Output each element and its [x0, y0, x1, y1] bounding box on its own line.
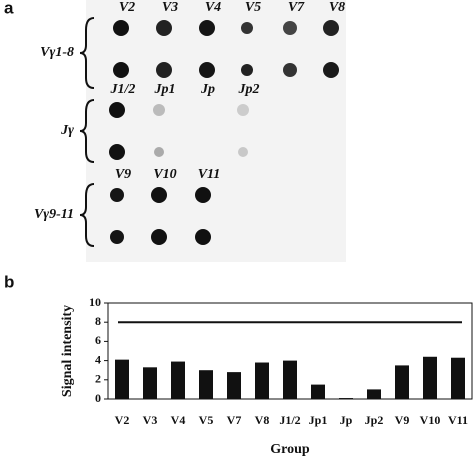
bar: [255, 362, 269, 399]
x-tick-label: V8: [255, 413, 270, 427]
x-tick-label: Jp2: [365, 413, 384, 427]
bar: [339, 398, 353, 399]
blot-dot: [199, 20, 215, 36]
x-tick-label: V4: [171, 413, 186, 427]
blot-dot: [154, 147, 164, 157]
blot-dot: [241, 22, 253, 34]
x-tick-label: V7: [227, 413, 242, 427]
y-tick-label: 6: [95, 333, 101, 347]
blot-dot: [323, 62, 339, 78]
blot-dot: [283, 21, 297, 35]
brace: [79, 17, 95, 89]
bar: [143, 367, 157, 399]
y-tick-label: 4: [95, 352, 101, 366]
blot-dot: [195, 229, 211, 245]
bar: [367, 389, 381, 399]
bar: [283, 360, 297, 399]
blot-dot: [110, 230, 124, 244]
blot-dot: [238, 147, 248, 157]
bar: [423, 356, 437, 399]
blot-dot: [156, 62, 172, 78]
x-tick-label: V2: [115, 413, 130, 427]
bar: [311, 384, 325, 399]
x-tick-label: J1/2: [279, 413, 300, 427]
blot-dot: [199, 62, 215, 78]
blot-dot: [110, 188, 124, 202]
blot-dot: [109, 102, 125, 118]
y-tick-label: 0: [95, 391, 101, 405]
column-label: Jp: [200, 82, 215, 97]
panel-label: b: [4, 272, 14, 291]
x-tick-label: V11: [448, 413, 468, 427]
blot-dot: [283, 63, 297, 77]
x-tick-label: V10: [420, 413, 441, 427]
blot-dot: [153, 104, 165, 116]
group-label: Jγ: [60, 123, 74, 138]
column-label: V3: [162, 0, 178, 15]
y-tick-label: 10: [89, 295, 101, 309]
column-label: V4: [205, 0, 221, 15]
blot-dot: [151, 187, 167, 203]
group-label: Vγ1-8: [40, 45, 74, 60]
blot-dot: [113, 62, 129, 78]
blot-dot: [113, 20, 129, 36]
blot-dot: [241, 64, 253, 76]
bar: [227, 372, 241, 399]
brace: [79, 99, 95, 163]
bar: [115, 359, 129, 399]
blot-image: [86, 0, 346, 262]
column-label: V11: [198, 167, 221, 182]
x-axis-label: Group: [270, 442, 310, 457]
x-tick-label: Jp: [340, 413, 353, 427]
blot-dot: [109, 144, 125, 160]
column-label: V8: [329, 0, 345, 15]
column-label: V7: [288, 0, 305, 15]
bar: [171, 361, 185, 399]
blot-dot: [151, 229, 167, 245]
x-tick-label: Jp1: [309, 413, 328, 427]
y-tick-label: 8: [95, 314, 101, 328]
panel-label: a: [4, 0, 14, 17]
column-label: V10: [153, 167, 176, 182]
x-tick-label: V5: [199, 413, 214, 427]
brace: [79, 183, 95, 247]
column-label: Jp2: [238, 82, 260, 97]
blot-dot: [323, 20, 339, 36]
x-tick-label: V3: [143, 413, 158, 427]
y-axis-label: Signal intensity: [60, 305, 75, 397]
blot-dot: [156, 20, 172, 36]
column-label: V5: [245, 0, 261, 15]
column-label: Jp1: [154, 82, 176, 97]
group-label: Vγ9-11: [34, 207, 74, 222]
y-tick-label: 2: [95, 372, 101, 386]
blot-dot: [195, 187, 211, 203]
column-label: V9: [115, 167, 131, 182]
bar: [451, 357, 465, 399]
column-label: V2: [119, 0, 135, 15]
x-tick-label: V9: [395, 413, 410, 427]
column-label: J1/2: [110, 82, 136, 97]
bar: [199, 370, 213, 399]
bar: [395, 365, 409, 399]
blot-dot: [237, 104, 249, 116]
